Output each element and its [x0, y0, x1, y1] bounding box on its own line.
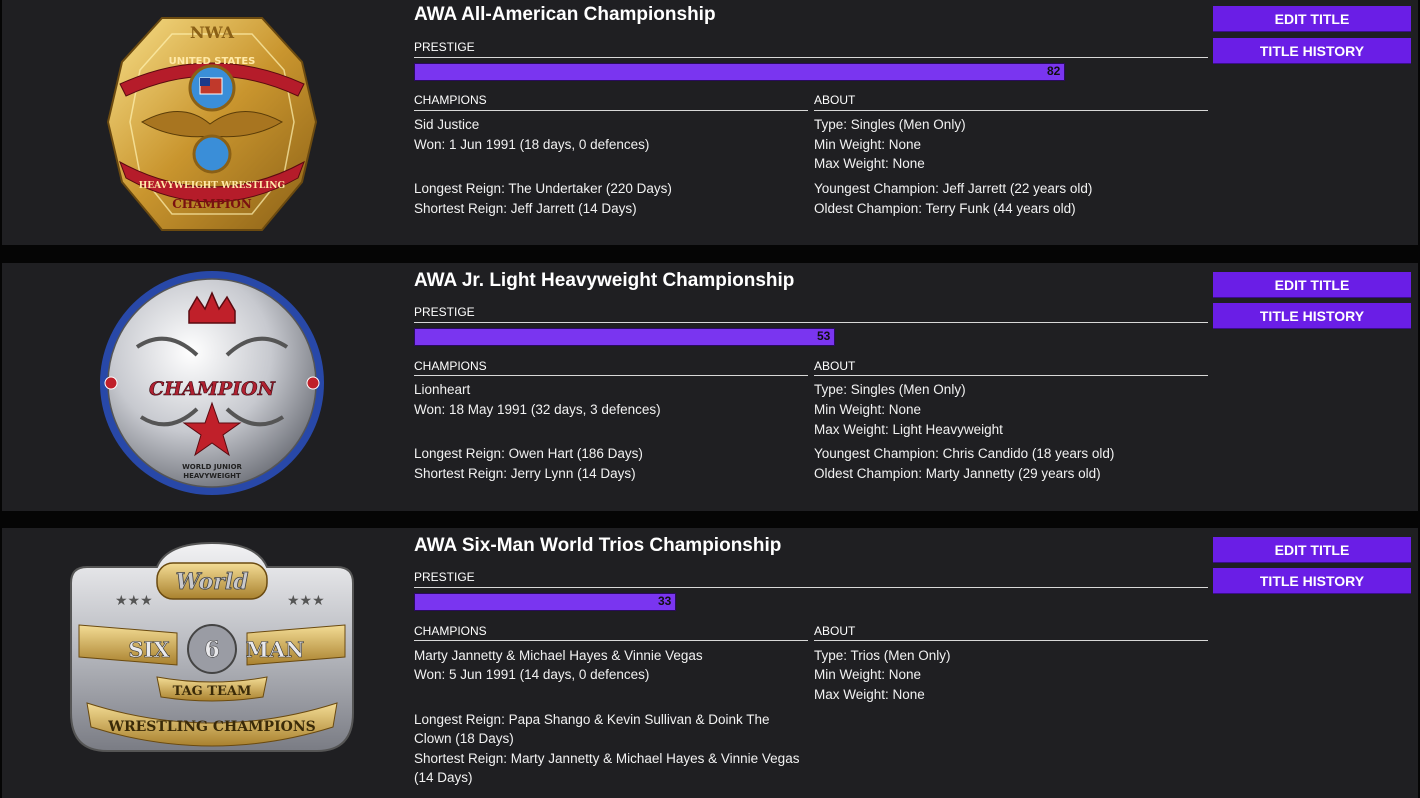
champions-label: CHAMPIONS	[414, 359, 487, 373]
current-champion: Sid Justice	[414, 117, 480, 132]
silver-round-belt-icon: CHAMPION WORLD JUNIOR HEAVYWEIGHT	[62, 265, 362, 501]
about-label: ABOUT	[814, 624, 856, 638]
title-card: CHAMPION WORLD JUNIOR HEAVYWEIGHT AWA Jr…	[2, 263, 1418, 511]
min-weight: Min Weight: None	[814, 137, 922, 152]
prestige-bar: 53	[414, 328, 1208, 346]
svg-text:★★★: ★★★	[287, 592, 325, 608]
oldest-champion: Oldest Champion: Marty Jannetty (29 year…	[814, 466, 1101, 481]
prestige-bar-fill	[414, 328, 835, 346]
divider	[814, 375, 1208, 376]
title-name: AWA All-American Championship	[414, 4, 716, 25]
won-info: Won: 5 Jun 1991 (14 days, 0 defences)	[414, 667, 650, 682]
prestige-label: PRESTIGE	[414, 305, 475, 319]
prestige-value: 53	[817, 329, 831, 343]
title-type: Type: Singles (Men Only)	[814, 382, 966, 397]
shortest-reign: Shortest Reign: Jeff Jarrett (14 Days)	[414, 201, 637, 216]
divider	[814, 640, 1208, 641]
title-name: AWA Six-Man World Trios Championship	[414, 535, 782, 556]
silver-gold-buckle-belt-icon: World ★★★ ★★★ 6 SIX MAN TAG TEAM WRESTLI…	[52, 534, 372, 762]
divider	[814, 110, 1208, 111]
svg-text:WRESTLING CHAMPIONS: WRESTLING CHAMPIONS	[107, 719, 315, 735]
svg-text:6: 6	[204, 637, 219, 663]
divider	[414, 375, 808, 376]
divider	[414, 110, 808, 111]
prestige-bar: 82	[414, 63, 1208, 81]
gold-belt-icon: NWA UNITED STATES HEAVYWEIGHT WRESTLING …	[62, 6, 362, 242]
max-weight: Max Weight: None	[814, 687, 925, 702]
svg-text:★★★: ★★★	[115, 592, 153, 608]
svg-text:CHAMPION: CHAMPION	[172, 197, 252, 211]
shortest-reign: Shortest Reign: Jerry Lynn (14 Days)	[414, 466, 636, 481]
about-label: ABOUT	[814, 359, 856, 373]
prestige-value: 82	[1047, 64, 1061, 78]
svg-text:NWA: NWA	[190, 23, 235, 42]
edit-title-button[interactable]: EDIT TITLE	[1213, 272, 1411, 298]
title-history-button[interactable]: TITLE HISTORY	[1213, 303, 1411, 329]
title-card: NWA UNITED STATES HEAVYWEIGHT WRESTLING …	[2, 0, 1418, 245]
youngest-champion: Youngest Champion: Chris Candido (18 yea…	[814, 446, 1115, 461]
longest-reign: Longest Reign: Papa Shango & Kevin Sulli…	[414, 712, 770, 746]
about-label: ABOUT	[814, 93, 856, 107]
divider	[414, 57, 1208, 58]
prestige-bar-fill	[414, 63, 1065, 81]
prestige-label: PRESTIGE	[414, 40, 475, 54]
current-champion: Lionheart	[414, 382, 471, 397]
title-history-button[interactable]: TITLE HISTORY	[1213, 568, 1411, 594]
longest-reign: Longest Reign: Owen Hart (186 Days)	[414, 446, 643, 461]
won-info: Won: 18 May 1991 (32 days, 3 defences)	[414, 402, 661, 417]
divider	[414, 322, 1208, 323]
prestige-value: 33	[658, 594, 672, 608]
title-type: Type: Singles (Men Only)	[814, 117, 966, 132]
divider	[414, 640, 808, 641]
prestige-bar-fill	[414, 593, 676, 611]
prestige-bar: 33	[414, 593, 1208, 611]
won-info: Won: 1 Jun 1991 (18 days, 0 defences)	[414, 137, 650, 152]
divider	[414, 587, 1208, 588]
edit-title-button[interactable]: EDIT TITLE	[1213, 537, 1411, 563]
title-card: World ★★★ ★★★ 6 SIX MAN TAG TEAM WRESTLI…	[2, 528, 1418, 798]
longest-reign: Longest Reign: The Undertaker (220 Days)	[414, 181, 672, 196]
max-weight: Max Weight: Light Heavyweight	[814, 422, 1003, 437]
title-history-button[interactable]: TITLE HISTORY	[1213, 38, 1411, 64]
min-weight: Min Weight: None	[814, 402, 922, 417]
current-champion: Marty Jannetty & Michael Hayes & Vinnie …	[414, 648, 703, 663]
svg-text:TAG TEAM: TAG TEAM	[173, 684, 252, 699]
edit-title-button[interactable]: EDIT TITLE	[1213, 6, 1411, 32]
svg-text:HEAVYWEIGHT WRESTLING: HEAVYWEIGHT WRESTLING	[139, 181, 285, 191]
svg-text:HEAVYWEIGHT: HEAVYWEIGHT	[183, 472, 241, 480]
max-weight: Max Weight: None	[814, 156, 925, 171]
shortest-reign: Shortest Reign: Marty Jannetty & Michael…	[414, 751, 800, 785]
svg-text:CHAMPION: CHAMPION	[149, 378, 276, 400]
youngest-champion: Youngest Champion: Jeff Jarrett (22 year…	[814, 181, 1093, 196]
oldest-champion: Oldest Champion: Terry Funk (44 years ol…	[814, 201, 1076, 216]
svg-text:MAN: MAN	[246, 637, 305, 662]
champions-label: CHAMPIONS	[414, 624, 487, 638]
svg-text:WORLD JUNIOR: WORLD JUNIOR	[182, 463, 242, 471]
svg-text:World: World	[176, 569, 249, 595]
prestige-label: PRESTIGE	[414, 570, 475, 584]
title-name: AWA Jr. Light Heavyweight Championship	[414, 270, 795, 291]
svg-text:SIX: SIX	[128, 637, 170, 662]
min-weight: Min Weight: None	[814, 667, 922, 682]
title-type: Type: Trios (Men Only)	[814, 648, 951, 663]
champions-label: CHAMPIONS	[414, 93, 487, 107]
svg-text:UNITED STATES: UNITED STATES	[169, 56, 256, 67]
